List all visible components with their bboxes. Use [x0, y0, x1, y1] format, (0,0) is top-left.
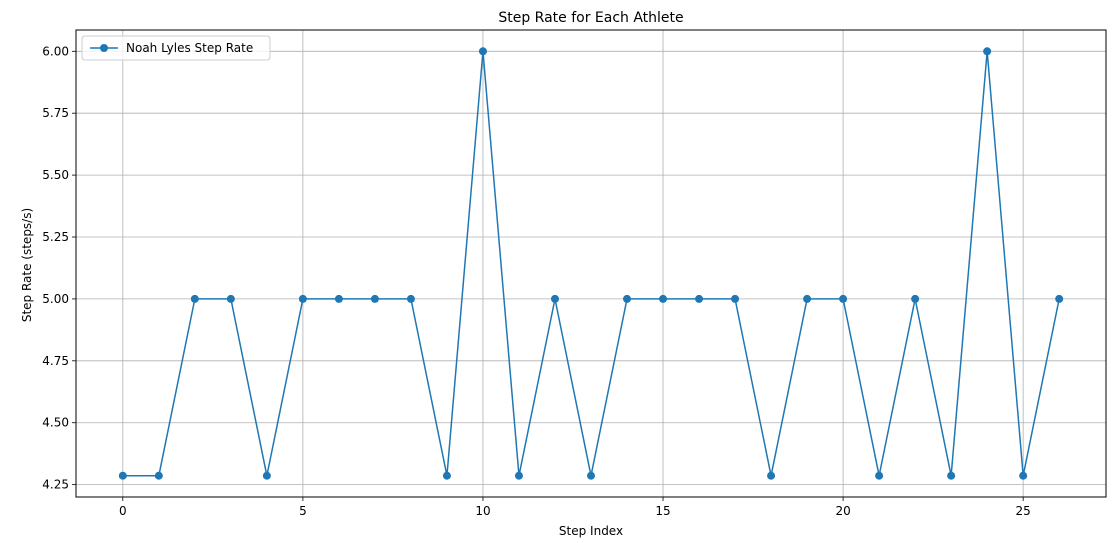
data-point — [118, 471, 127, 480]
data-point — [1019, 471, 1028, 480]
data-point — [334, 294, 343, 303]
chart-title: Step Rate for Each Athlete — [498, 10, 683, 26]
y-tick-label: 5.00 — [42, 292, 69, 306]
y-tick-label: 4.75 — [42, 354, 69, 368]
x-tick-label: 0 — [119, 504, 127, 518]
data-point — [478, 47, 487, 56]
x-tick-label: 25 — [1016, 504, 1031, 518]
data-point — [803, 294, 812, 303]
y-tick-label: 5.50 — [42, 168, 69, 182]
data-point — [911, 294, 920, 303]
legend-label: Noah Lyles Step Rate — [126, 41, 253, 55]
data-point — [442, 471, 451, 480]
data-point — [659, 294, 668, 303]
legend-box — [81, 35, 271, 61]
axis-ticks: 0 5 10 15 20 25 4.25 4.50 4.75 5.00 5.25 5.50 5.75 6.… — [42, 44, 1031, 518]
y-tick-label: 5.25 — [42, 230, 69, 244]
x-axis-label: Step Index — [559, 524, 623, 538]
data-point — [731, 294, 740, 303]
data-point — [406, 294, 415, 303]
legend-marker — [100, 44, 108, 52]
x-tick-label: 20 — [835, 504, 850, 518]
data-point — [262, 471, 271, 480]
grid-lines — [76, 30, 1106, 497]
y-tick-label: 6.00 — [42, 44, 69, 58]
x-tick-label: 5 — [299, 504, 307, 518]
y-axis-label: Step Rate (steps/s) — [20, 208, 34, 322]
plot-area-frame — [75, 29, 1107, 498]
data-point — [695, 294, 704, 303]
x-tick-label: 15 — [655, 504, 670, 518]
data-point — [587, 471, 595, 480]
data-point — [154, 471, 163, 480]
data-point — [947, 471, 956, 480]
x-tick-label: 10 — [475, 504, 490, 518]
data-point — [767, 471, 776, 480]
series-layer — [118, 47, 1064, 480]
data-point — [514, 471, 523, 480]
data-point — [226, 294, 235, 303]
y-tick-label: 5.75 — [42, 106, 69, 120]
data-point — [190, 294, 199, 303]
data-point — [550, 294, 559, 303]
data-point — [623, 294, 632, 303]
data-point — [1055, 294, 1064, 303]
data-point — [298, 294, 307, 303]
y-tick-label: 4.25 — [42, 478, 69, 492]
legend: Noah Lyles Step Rate — [81, 35, 271, 61]
data-point — [839, 294, 848, 303]
data-point — [983, 47, 992, 56]
y-tick-label: 4.50 — [42, 416, 69, 430]
data-point — [370, 294, 379, 303]
data-point — [875, 471, 884, 480]
